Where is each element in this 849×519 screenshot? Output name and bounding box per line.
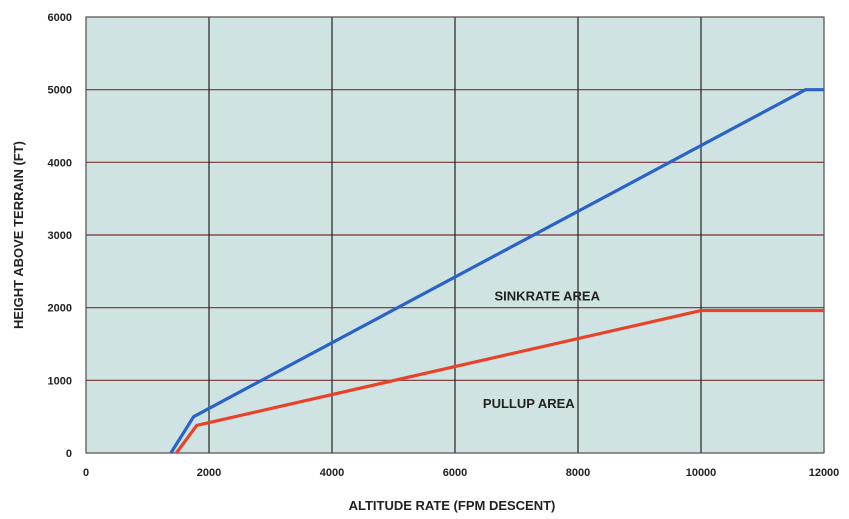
x-tick-label: 10000 xyxy=(686,467,717,479)
y-tick-label: 1000 xyxy=(48,375,72,387)
y-tick-label: 3000 xyxy=(48,230,72,242)
x-tick-label: 6000 xyxy=(443,467,467,479)
x-tick-label: 4000 xyxy=(320,467,344,479)
annotations: SINKRATE AREA PULLUP AREA xyxy=(483,288,601,411)
x-tick-label: 8000 xyxy=(566,467,590,479)
x-tick-label: 2000 xyxy=(197,467,221,479)
y-axis-title: HEIGHT ABOVE TERRAIN (FT) xyxy=(11,141,26,329)
y-tick-label: 4000 xyxy=(48,157,72,169)
y-tick-label: 6000 xyxy=(48,12,72,24)
y-tick-labels: 0 1000 2000 3000 4000 5000 6000 xyxy=(48,12,72,460)
series-line-2 xyxy=(175,308,824,454)
y-tick-label: 5000 xyxy=(48,85,72,97)
x-tick-labels: 0 2000 4000 6000 8000 10000 12000 xyxy=(83,467,839,479)
grid xyxy=(85,16,825,454)
x-tick-label: 12000 xyxy=(809,467,840,479)
annotation-label: PULLUP AREA xyxy=(483,396,575,411)
series-lines xyxy=(169,88,824,454)
y-tick-label: 2000 xyxy=(48,303,72,315)
series-line-1 xyxy=(169,88,824,454)
plot-border xyxy=(85,16,825,454)
x-axis-title: ALTITUDE RATE (FPM DESCENT) xyxy=(349,498,556,513)
x-tick-label: 0 xyxy=(83,467,89,479)
y-tick-label: 0 xyxy=(66,448,72,460)
annotation-label: SINKRATE AREA xyxy=(495,288,601,303)
